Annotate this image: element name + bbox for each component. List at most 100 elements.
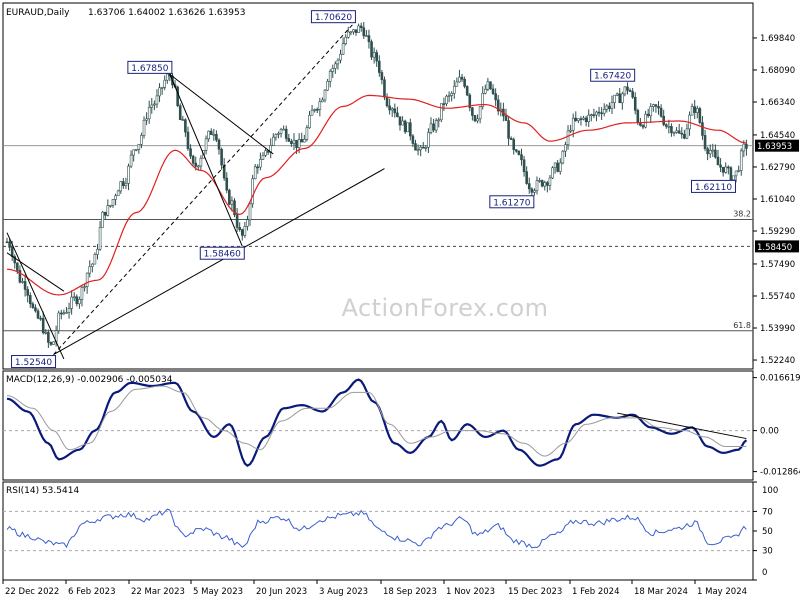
- macd-y-tick-label: -0.012864: [760, 468, 800, 478]
- price-candle-body: [631, 91, 634, 98]
- price-candle-body: [383, 79, 386, 98]
- price-candle-body: [297, 139, 301, 149]
- price-y-tick-label: 1.55740: [760, 292, 795, 302]
- price-candle-body: [39, 317, 42, 320]
- price-candle-body: [522, 159, 526, 172]
- price-candle-body: [367, 35, 371, 43]
- price-candle-body: [716, 156, 720, 166]
- price-candle-body: [346, 31, 350, 38]
- swing-label-text: 1.67420: [594, 72, 631, 82]
- price-candle-body: [261, 154, 265, 160]
- fib-level-label: 61.8: [733, 321, 751, 330]
- price-candle-body: [5, 241, 9, 244]
- x-axis-tick-label: 22 Mar 2023: [131, 587, 185, 597]
- price-candle-body: [295, 139, 298, 149]
- price-candle-body: [489, 81, 492, 90]
- price-candle-body: [93, 254, 97, 265]
- price-candle-body: [533, 190, 536, 193]
- price-candle-body: [727, 166, 730, 169]
- price-candle-body: [471, 107, 474, 116]
- price-candle-body: [649, 106, 653, 117]
- price-candle-body: [75, 296, 79, 305]
- price-candle-body: [520, 154, 523, 161]
- price-candle-body: [251, 178, 254, 205]
- price-candle-body: [414, 143, 417, 151]
- price-candle-body: [683, 133, 686, 139]
- price-candle-body: [362, 27, 366, 37]
- price-candle-body: [571, 117, 575, 131]
- price-candle-body: [530, 188, 534, 193]
- price-candle-body: [636, 110, 640, 123]
- price-candle-body: [476, 118, 479, 122]
- price-candle-body: [165, 73, 169, 81]
- price-candle-body: [194, 162, 198, 167]
- swing-label-box: [199, 246, 245, 260]
- price-y-tick-label: 1.69840: [760, 34, 795, 44]
- watermark-text: ActionForex.com: [341, 294, 548, 322]
- price-candle-body: [13, 256, 17, 264]
- price-candle-body: [321, 99, 324, 103]
- price-candle-body: [230, 200, 234, 205]
- price-candle-body: [390, 108, 394, 111]
- price-candle-body: [409, 122, 412, 137]
- swing-label-text: 1.62110: [695, 183, 732, 193]
- price-candle-body: [416, 149, 420, 152]
- price-candle-body: [259, 159, 262, 168]
- price-candle-body: [240, 229, 244, 236]
- price-candle-body: [527, 183, 531, 190]
- price-candle-body: [468, 94, 472, 109]
- swing-label-text: 1.67850: [131, 64, 168, 74]
- price-candle-body: [181, 119, 185, 121]
- price-candle-body: [91, 263, 94, 267]
- price-candle-body: [256, 166, 260, 169]
- price-candle-body: [67, 308, 71, 313]
- price-candle-body: [672, 132, 676, 134]
- price-candle-body: [690, 106, 694, 116]
- price-candle-body: [597, 111, 601, 114]
- price-candle-body: [724, 166, 728, 173]
- rsi-y-tick-label: 70: [762, 507, 773, 517]
- price-candle-body: [357, 25, 360, 33]
- price-candle-body: [654, 104, 658, 107]
- swing-label-box: [690, 179, 736, 193]
- price-candle-body: [396, 112, 399, 117]
- price-y-tick-label: 1.59290: [760, 227, 795, 237]
- price-candle-body: [114, 195, 117, 200]
- price-candle-body: [145, 118, 148, 121]
- price-candle-body: [18, 269, 22, 283]
- price-candle-body: [150, 104, 154, 108]
- macd-y-tick-label: 0.016619: [760, 374, 800, 384]
- price-candle-body: [336, 59, 340, 65]
- price-candle-body: [458, 76, 461, 83]
- price-candle-body: [556, 162, 559, 172]
- price-candle-body: [708, 150, 712, 155]
- price-candle-body: [675, 130, 678, 133]
- price-candle-body: [375, 52, 379, 62]
- price-y-tick-label: 1.66340: [760, 98, 795, 108]
- swing-label-text: 1.52540: [15, 358, 52, 368]
- price-candle-body: [163, 79, 167, 88]
- price-candle-body: [706, 148, 709, 155]
- price-candle-body: [116, 190, 120, 197]
- price-candle-body: [238, 227, 241, 230]
- price-y-tick-label: 1.52240: [760, 356, 795, 366]
- price-candle-body: [478, 106, 482, 120]
- price-candle-body: [266, 150, 270, 153]
- x-axis-tick-label: 18 Mar 2024: [634, 587, 688, 597]
- price-candle-body: [664, 124, 668, 127]
- price-candle-body: [70, 296, 73, 309]
- price-candle-body: [626, 86, 629, 91]
- x-axis-tick-label: 1 Feb 2024: [572, 587, 620, 597]
- price-candle-body: [339, 53, 342, 61]
- price-candle-body: [569, 129, 572, 132]
- price-candle-body: [535, 180, 539, 191]
- price-candle-body: [334, 63, 337, 69]
- price-candle-body: [711, 149, 715, 152]
- price-candle-body: [440, 103, 443, 121]
- price-candle-body: [209, 130, 213, 135]
- price-candle-body: [318, 101, 322, 110]
- price-candle-body: [147, 106, 151, 120]
- price-candle-body: [491, 88, 495, 94]
- price-candle-body: [644, 113, 647, 128]
